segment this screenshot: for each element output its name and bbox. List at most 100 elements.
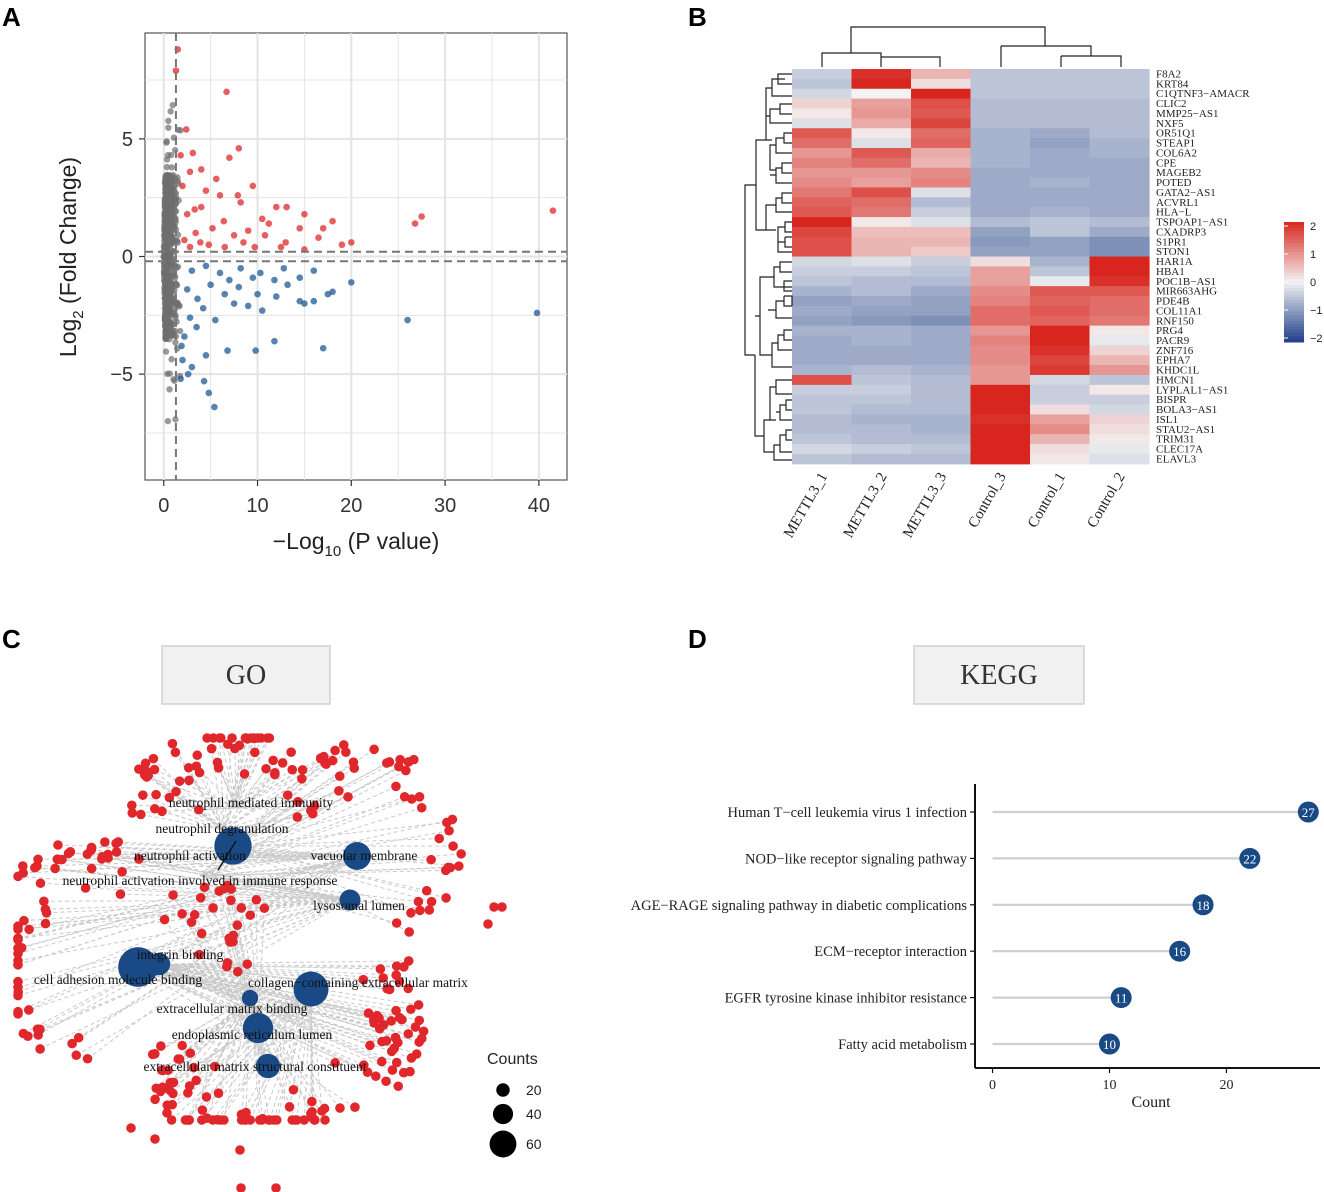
heatmap-cell — [851, 315, 912, 327]
go-gene-node — [308, 1113, 318, 1124]
heatmap-cell — [911, 424, 972, 435]
go-gene-node — [236, 1183, 246, 1192]
heatmap-legend-swatch — [1284, 261, 1304, 265]
go-edge — [158, 963, 383, 1043]
volcano-point-up — [191, 206, 199, 213]
go-edge — [223, 790, 340, 831]
volcano-point-up — [411, 220, 419, 227]
heatmap-cell — [970, 246, 1031, 258]
heatmap-legend-swatch — [1284, 327, 1304, 331]
heatmap-dendrograms — [744, 26, 1122, 461]
heatmap-legend-swatch — [1284, 231, 1304, 235]
go-gene-node — [391, 1005, 401, 1016]
go-gene-node — [341, 747, 351, 757]
go-edge — [261, 988, 312, 1121]
heatmap-cell — [1030, 236, 1091, 248]
volcano-ns-point — [168, 356, 175, 363]
go-gene-node — [196, 928, 207, 939]
go-gene-node — [192, 750, 203, 761]
go-term-labels: neutrophil mediated immunity neutrophil d… — [34, 795, 468, 1074]
heatmap-cell — [792, 414, 853, 425]
go-gene-node — [215, 1115, 225, 1125]
go-term-node — [255, 1053, 281, 1079]
go-gene-node — [376, 1056, 387, 1067]
heatmap-cells — [792, 69, 1150, 465]
volcano-ns-point — [172, 194, 180, 201]
go-gene-node — [111, 838, 121, 849]
heatmap-legend-tick-label: −1 — [1310, 305, 1323, 317]
heatmap-cell — [1030, 384, 1091, 396]
panel-label-a: A — [2, 2, 21, 32]
volcano-point-down — [271, 337, 278, 345]
go-gene-node — [214, 886, 224, 897]
go-gene-node — [330, 1058, 340, 1068]
go-gene-node — [134, 854, 144, 864]
heatmap-cell — [792, 434, 853, 445]
volcano-threshold-lines — [145, 33, 567, 480]
go-term-label: neutrophil activation involved in immune… — [63, 873, 338, 888]
volcano-ns-point — [164, 417, 172, 425]
volcano-point-up — [220, 217, 228, 225]
heatmap-cell — [1089, 147, 1150, 159]
go-term-label: collagen−containing extracellular matrix — [248, 975, 468, 990]
heatmap-cell — [1089, 276, 1150, 287]
kegg-value-label: 27 — [1302, 805, 1316, 820]
heatmap-cell — [1030, 108, 1091, 119]
volcano-x-tick-label: 10 — [246, 495, 268, 517]
go-edge — [181, 913, 269, 1067]
go-edge — [218, 997, 251, 1094]
go-gene-node — [35, 1044, 45, 1054]
heatmap-cell — [792, 444, 853, 455]
heatmap-cell — [1089, 187, 1150, 198]
go-edge — [235, 801, 298, 809]
heatmap-cell — [1089, 197, 1150, 208]
go-term-label: extracellular matrix structural constitu… — [143, 1059, 366, 1074]
go-gene-node — [414, 792, 425, 802]
volcano-y-label: Log2 (Fold Change) — [55, 157, 87, 357]
heatmap-cell — [911, 128, 972, 139]
go-edge — [296, 988, 312, 1121]
go-gene-node — [13, 924, 23, 934]
go-gene-node — [405, 1066, 415, 1077]
go-edge — [154, 808, 225, 831]
go-gene-node — [483, 919, 493, 929]
go-edge — [171, 988, 312, 1121]
go-term-node — [242, 1012, 274, 1044]
volcano-point-up — [197, 166, 205, 173]
volcano-point-up — [338, 241, 346, 249]
go-gene-node — [406, 908, 416, 918]
go-size-legend-label: 60 — [526, 1136, 542, 1152]
volcano-point-down — [199, 304, 207, 312]
heatmap-legend-swatch — [1284, 228, 1304, 232]
go-edge — [240, 988, 312, 1115]
go-gene-node — [381, 758, 392, 768]
go-gene-node — [256, 733, 266, 743]
go-edge — [17, 855, 358, 955]
volcano-ns-point — [162, 185, 169, 192]
heatmap-cell — [911, 404, 972, 416]
volcano-point-up — [179, 182, 186, 190]
heatmap-legend-swatch — [1284, 339, 1304, 343]
kegg-category-label: Fatty acid metabolism — [838, 1037, 968, 1053]
go-edge — [249, 915, 259, 1029]
go-size-legend-dot — [496, 1083, 510, 1097]
heatmap-cell — [851, 444, 912, 455]
go-gene-node — [86, 842, 97, 853]
heatmap-cell — [911, 147, 972, 159]
heatmap-cell — [970, 88, 1031, 100]
go-gene-node — [270, 767, 280, 778]
heatmap-cell — [851, 157, 912, 169]
heatmap-legend-swatch — [1284, 240, 1304, 244]
go-edge — [158, 963, 387, 1082]
heatmap-cell — [1030, 315, 1091, 327]
go-gene-node — [181, 1115, 191, 1125]
go-gene-node — [174, 776, 185, 786]
go-gene-node — [320, 1115, 330, 1125]
volcano-ns-point — [168, 185, 176, 192]
go-gene-node — [349, 763, 360, 774]
volcano-x-tick-label: 20 — [340, 495, 362, 517]
go-gene-node — [226, 895, 236, 906]
go-gene-node — [115, 889, 126, 900]
volcano-point-down — [200, 377, 208, 385]
volcano-ns-point — [172, 416, 179, 423]
